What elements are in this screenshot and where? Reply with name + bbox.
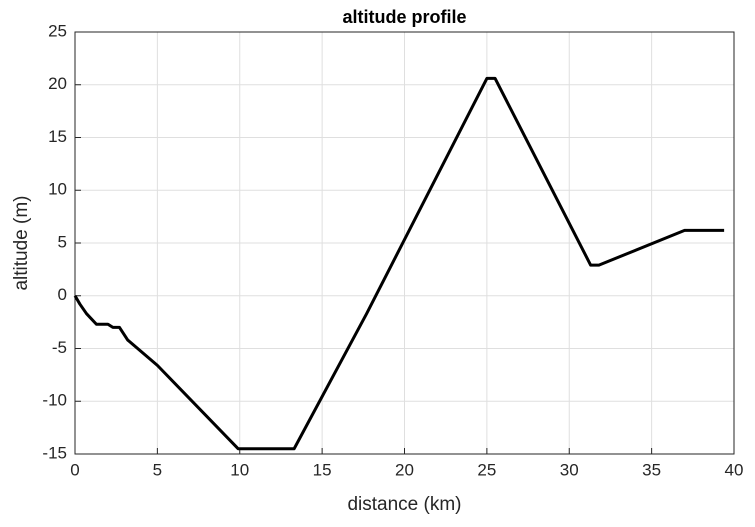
y-tick-label: -10 xyxy=(42,391,67,410)
altitude-line xyxy=(73,76,725,451)
x-tick-label: 30 xyxy=(560,460,579,479)
y-tick-label: 5 xyxy=(58,232,67,251)
x-tick-label: 10 xyxy=(230,460,249,479)
chart-title: altitude profile xyxy=(342,7,466,27)
x-tick-label: 15 xyxy=(313,460,332,479)
x-tick-label: 40 xyxy=(725,460,744,479)
y-axis-label: altitude (m) xyxy=(11,195,32,290)
y-tick-label: 10 xyxy=(48,180,67,199)
y-tick-label: -15 xyxy=(42,443,67,462)
y-tick-label: 25 xyxy=(48,21,67,40)
y-tick-label: 0 xyxy=(58,285,67,304)
x-tick-label: 5 xyxy=(153,460,162,479)
x-tick-label: 0 xyxy=(70,460,79,479)
y-tick-label: -5 xyxy=(52,338,67,357)
y-tick-label: 20 xyxy=(48,74,67,93)
x-tick-label: 20 xyxy=(395,460,414,479)
x-tick-label: 35 xyxy=(642,460,661,479)
x-tick-label: 25 xyxy=(477,460,496,479)
x-axis-label: distance (km) xyxy=(347,494,461,515)
y-tick-label: 15 xyxy=(48,127,67,146)
